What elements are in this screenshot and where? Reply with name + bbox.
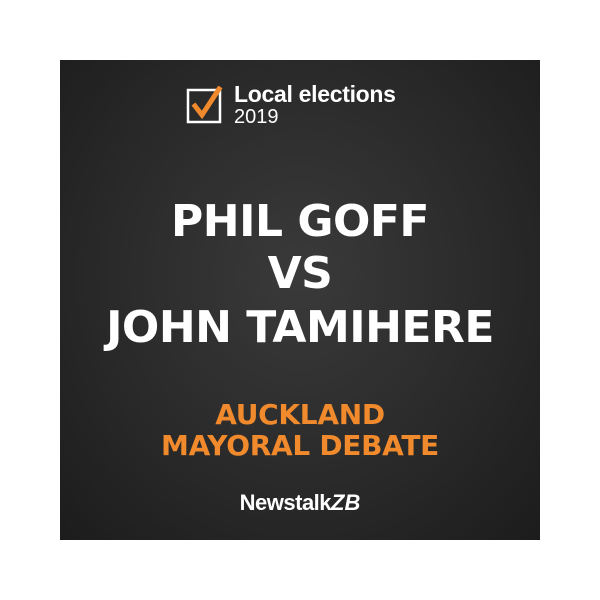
badge-year: 2019 bbox=[234, 106, 279, 128]
debate-poster: Local elections 2019 PHIL GOFF VS JOHN T… bbox=[60, 60, 540, 540]
newstalk-zb-logo: NewstalkZB bbox=[60, 492, 540, 514]
brand-suffix: ZB bbox=[331, 490, 361, 515]
candidate-two: JOHN TAMIHERE bbox=[106, 302, 494, 353]
candidate-one: PHIL GOFF bbox=[171, 196, 429, 247]
subtitle-line-one: AUCKLAND bbox=[215, 398, 385, 431]
badge-text: Local elections 2019 bbox=[234, 81, 396, 128]
subtitle-line-two: MAYORAL DEBATE bbox=[161, 429, 439, 462]
local-elections-badge: Local elections 2019 bbox=[186, 82, 396, 128]
checkbox-checked-icon bbox=[186, 86, 224, 124]
brand-name: Newstalk bbox=[239, 490, 332, 515]
badge-title: Local elections bbox=[234, 81, 396, 107]
versus-text: VS bbox=[267, 248, 333, 299]
